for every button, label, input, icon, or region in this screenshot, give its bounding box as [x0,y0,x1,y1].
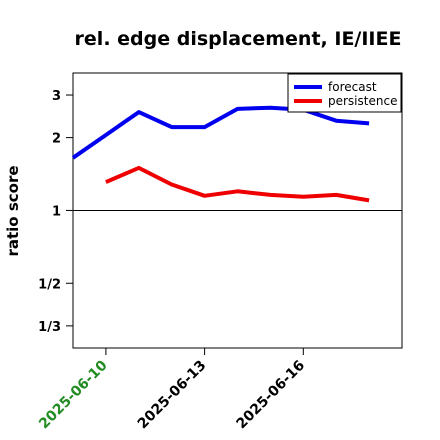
x-tick-label: 2025-06-16 [233,358,308,433]
legend-label-forecast: forecast [328,80,377,94]
y-tick-label: 2 [52,132,61,147]
legend: forecast persistence [287,73,402,113]
y-axis-label: ratio score [4,165,22,256]
y-tick-label: 1/2 [38,277,61,292]
series-line-forecast [71,105,370,160]
legend-label-persistence: persistence [328,94,397,108]
x-tick-label: 2025-06-10 [36,357,111,432]
y-tick-label: 1/3 [38,320,61,335]
y-tick-label: 3 [52,89,61,104]
x-tick-label: 2025-06-13 [135,358,210,433]
series-line-persistence [105,165,370,203]
chart-title: rel. edge displacement, IE/IIEE [75,28,402,50]
y-tick-label: 1 [52,204,61,219]
legend-box [287,73,402,113]
